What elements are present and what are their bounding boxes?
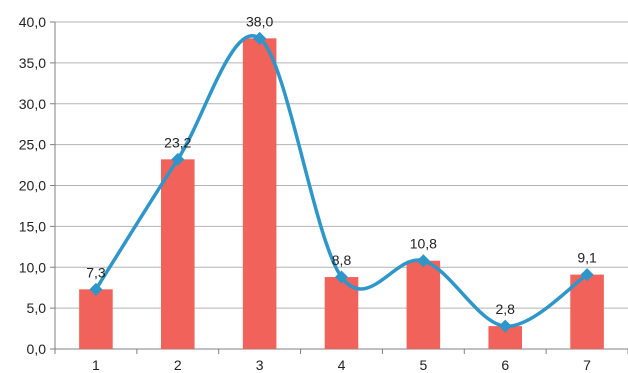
x-tick-label: 4 xyxy=(338,357,346,373)
data-label: 9,1 xyxy=(577,250,597,266)
x-tick-label: 7 xyxy=(583,357,591,373)
diamond-marker xyxy=(89,282,103,296)
diamond-marker xyxy=(171,152,185,166)
y-tick-label: 15,0 xyxy=(19,218,46,234)
data-labels: 7,3 23,2 38,0 8,8 10,8 2,8 9,1 xyxy=(86,13,597,317)
diamond-marker xyxy=(498,319,512,333)
x-tick-labels: 1 2 3 4 5 6 7 xyxy=(92,357,591,373)
diamond-marker xyxy=(253,31,267,45)
y-tick-label: 35,0 xyxy=(19,55,46,71)
data-label: 23,2 xyxy=(164,134,191,150)
y-tick-label: 10,0 xyxy=(19,259,46,275)
diamond-marker xyxy=(335,270,348,284)
x-tick-label: 6 xyxy=(501,357,509,373)
bar xyxy=(79,289,113,349)
axes xyxy=(50,21,628,354)
data-label: 7,3 xyxy=(86,264,106,280)
bar xyxy=(161,159,195,349)
y-tick-label: 0,0 xyxy=(27,341,47,357)
bar xyxy=(570,274,604,349)
bar xyxy=(406,260,441,349)
bar-series xyxy=(79,38,604,349)
data-label: 2,8 xyxy=(495,301,515,317)
diamond-marker xyxy=(580,268,594,282)
y-tick-labels: 0,0 5,0 10,0 15,0 20,0 25,0 30,0 35,0 40,0 xyxy=(19,14,46,357)
y-tick-label: 40,0 xyxy=(19,14,46,30)
data-label: 8,8 xyxy=(332,252,352,268)
y-tick-label: 5,0 xyxy=(27,300,47,316)
x-tick-label: 1 xyxy=(92,357,100,373)
data-label: 10,8 xyxy=(410,236,437,252)
x-tick-label: 5 xyxy=(419,357,427,373)
data-label: 38,0 xyxy=(246,13,273,29)
y-tick-label: 20,0 xyxy=(19,178,46,194)
grid-lines xyxy=(55,21,628,309)
bar xyxy=(488,326,522,349)
line-markers xyxy=(89,31,594,333)
bar xyxy=(324,277,359,349)
bar xyxy=(242,38,277,349)
x-tick-label: 3 xyxy=(256,357,264,373)
diamond-marker xyxy=(416,254,430,268)
y-tick-label: 30,0 xyxy=(19,96,46,112)
y-tick-label: 25,0 xyxy=(19,137,46,153)
x-tick-label: 2 xyxy=(174,357,182,373)
